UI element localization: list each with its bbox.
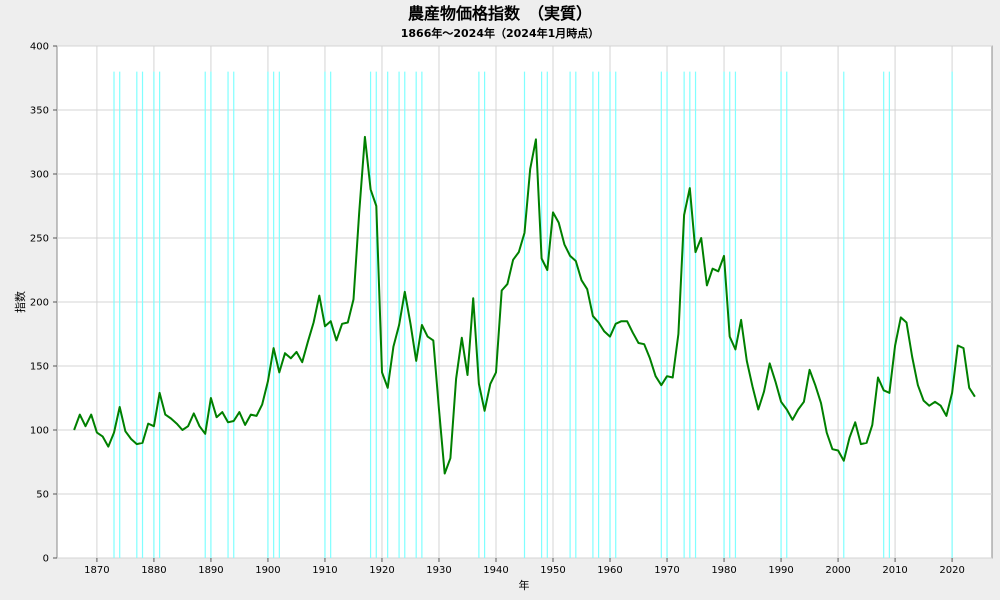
x-tick-label: 1910 bbox=[312, 565, 337, 576]
series-line bbox=[73, 135, 976, 475]
y-tick-label: 250 bbox=[30, 234, 49, 245]
x-tick-label: 1900 bbox=[255, 565, 280, 576]
y-tick-label: 50 bbox=[36, 490, 49, 501]
x-tick-label: 1980 bbox=[711, 565, 736, 576]
y-tick-label: 150 bbox=[30, 362, 49, 373]
x-tick-label: 1920 bbox=[369, 565, 394, 576]
y-axis-label: 指数 bbox=[13, 291, 27, 313]
y-tick-label: 350 bbox=[30, 106, 49, 117]
x-tick-label: 2000 bbox=[825, 565, 850, 576]
x-axis-label: 年 bbox=[519, 578, 530, 592]
x-tick-label: 1890 bbox=[198, 565, 223, 576]
y-tick-label: 0 bbox=[43, 554, 49, 565]
x-tick-label: 1940 bbox=[483, 565, 508, 576]
x-tick-label: 2020 bbox=[939, 565, 964, 576]
x-tick-label: 1930 bbox=[426, 565, 451, 576]
chart-subtitle: 1866年～2024年（2024年1月時点） bbox=[401, 26, 600, 40]
y-tick-label: 300 bbox=[30, 170, 49, 181]
y-axis: 0 50 100 150 200 250 300 350 400 bbox=[30, 42, 57, 565]
x-tick-label: 1870 bbox=[84, 565, 109, 576]
chart-title: 農産物価格指数 （実質） bbox=[408, 4, 592, 23]
x-tick-label: 1990 bbox=[768, 565, 793, 576]
x-tick-label: 2010 bbox=[882, 565, 907, 576]
x-tick-label: 1970 bbox=[654, 565, 679, 576]
x-tick-label: 1950 bbox=[540, 565, 565, 576]
series-group bbox=[73, 135, 976, 475]
x-axis: 1870 1880 1890 1900 1910 1920 1930 1940 1950 1960… bbox=[84, 558, 965, 576]
y-tick-label: 200 bbox=[30, 298, 49, 309]
x-tick-label: 1960 bbox=[597, 565, 622, 576]
x-tick-label: 1880 bbox=[141, 565, 166, 576]
event-markers bbox=[113, 71, 953, 558]
y-tick-label: 400 bbox=[30, 42, 49, 53]
y-tick-label: 100 bbox=[30, 426, 49, 437]
